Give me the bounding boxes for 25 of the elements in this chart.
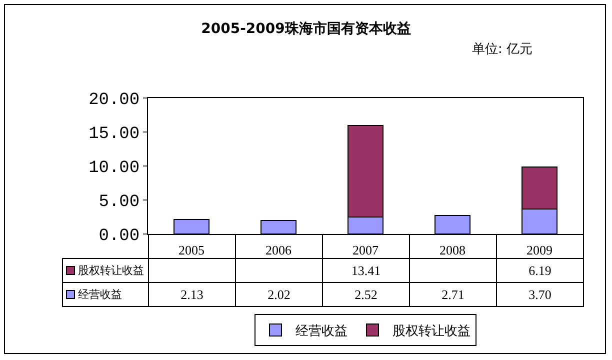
x-tick-label: 2005 [178, 242, 204, 258]
y-tick-label: 5.00 [98, 192, 140, 212]
data-label: 6.19 [496, 258, 584, 283]
y-tick-label: 10.00 [88, 158, 140, 178]
chart-title: 2005-2009珠海市国有资本收益 [201, 20, 411, 37]
bar [434, 215, 470, 234]
x-tick-label: 2008 [440, 242, 466, 258]
bar [260, 220, 296, 234]
data-label: 3.70 [496, 282, 584, 307]
y-tick-label: 15.00 [88, 124, 140, 144]
y-tick-label: 20.00 [88, 90, 140, 110]
data-label: 2.02 [235, 282, 323, 307]
y-tick-label: 0.00 [98, 226, 140, 246]
x-tick-label: 2007 [352, 242, 379, 258]
text: 单位: 亿元 [472, 42, 533, 57]
data-label: 2.13 [148, 282, 236, 307]
legend-label: 经营收益 [78, 287, 122, 302]
text: 股权转让收益 [78, 264, 144, 277]
data-label: 2.71 [409, 282, 497, 307]
text: 经营收益 [296, 324, 348, 340]
legend-label: 股权转让收益 [392, 324, 470, 340]
data-label: 2.52 [322, 282, 410, 307]
x-tick-label: 2009 [526, 242, 552, 258]
x-tick-label: 2006 [266, 242, 292, 258]
data-label: 13.41 [322, 258, 410, 283]
